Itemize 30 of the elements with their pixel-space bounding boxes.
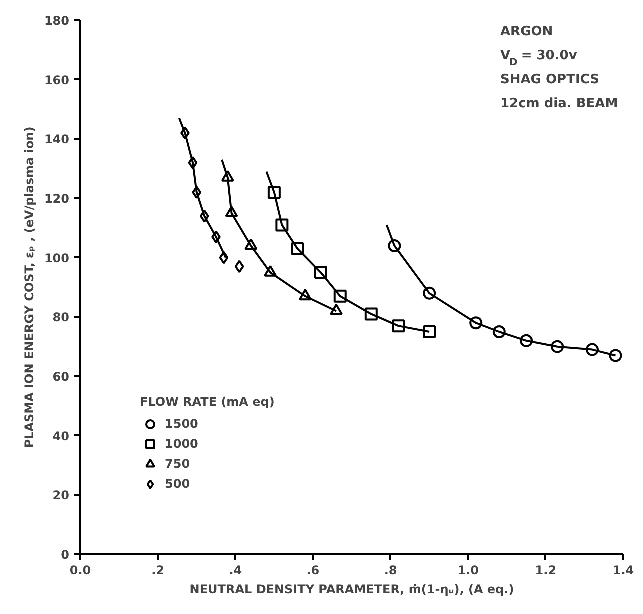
x-axis-title: NEUTRAL DENSITY PARAMETER, ṁ(1-ηᵤ), (A eq.) [190,582,514,596]
y-tick-label: 120 [44,192,70,206]
x-tick-label: 1.2 [535,564,557,578]
y-tick-label: 0 [61,548,70,562]
x-tick-label: 1.4 [612,564,634,578]
legend-label: 1000 [165,437,198,451]
annotation: ARGON [500,24,554,40]
y-tick-label: 160 [44,73,70,88]
y-axis-title: PLASMA ION ENERGY COST, εₚ , (eV/plasma ion) [22,126,36,448]
y-tick-label: 20 [52,488,70,503]
x-tick-label: .8 [384,564,398,578]
y-tick-label: 80 [52,310,70,325]
x-tick-label: 0.0 [70,564,92,578]
y-tick-label: 100 [44,251,70,266]
legend-label: 500 [165,477,190,491]
y-tick-label: 60 [52,370,70,384]
point [234,260,244,274]
legend-label: 750 [165,457,190,471]
x-tick-label: .2 [152,564,165,578]
x-tick-label: 1.0 [458,564,479,578]
y-tick-label: 40 [52,429,70,444]
x-tick-label: .4 [229,564,242,578]
legend-title: FLOW RATE (mA eq) [140,395,275,409]
annotation: SHAG OPTICS [500,72,600,88]
y-tick-label: 180 [44,14,70,28]
legend-label: 1500 [165,417,198,431]
point [423,326,436,338]
y-tick-label: 140 [44,132,70,147]
annotation: 12cm dia. BEAM [500,96,618,112]
x-tick-label: .6 [306,564,320,578]
